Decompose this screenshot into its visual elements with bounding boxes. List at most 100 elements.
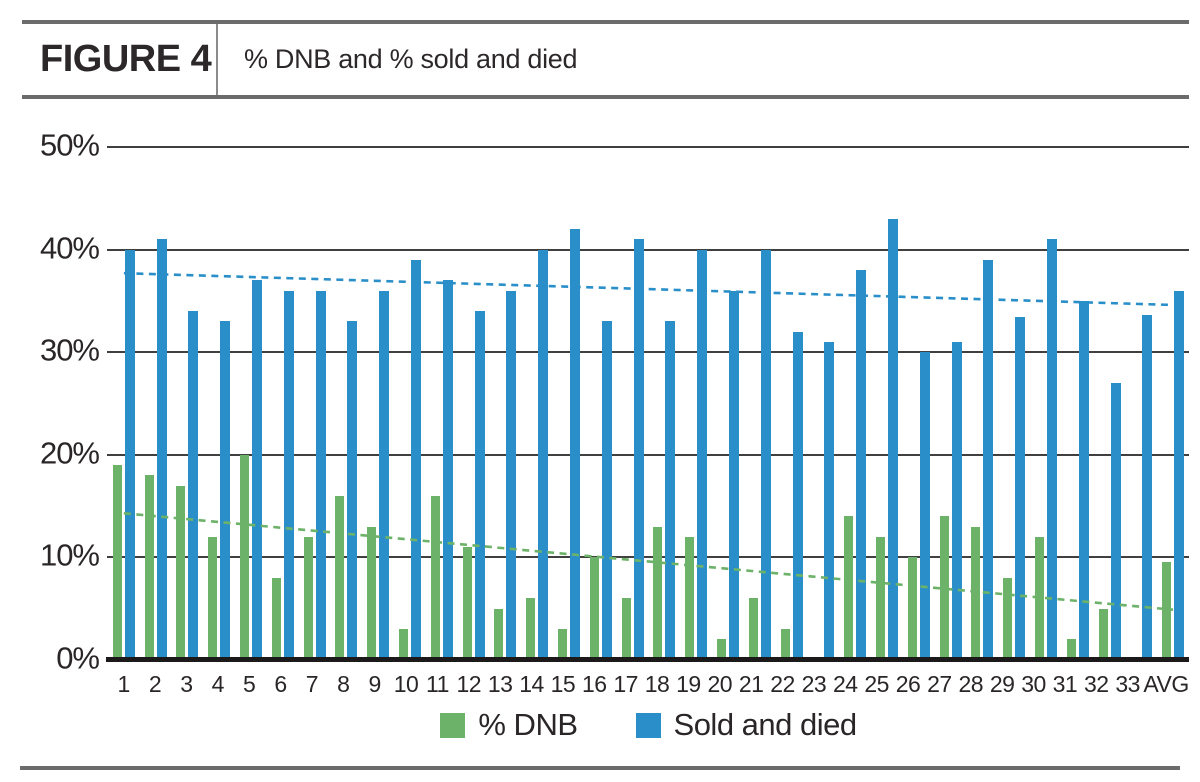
bar-dnb-13 (494, 608, 504, 660)
bar-dnb-8 (335, 495, 345, 660)
bar-sold-and-died-24 (856, 270, 867, 660)
x-tick-label-5: 5 (243, 671, 256, 697)
category-group-16 (585, 147, 617, 660)
x-tick-label-14: 14 (519, 671, 544, 697)
bar-dnb-12 (462, 547, 472, 660)
bar-sold-and-died-32 (1110, 382, 1121, 660)
category-group-9 (362, 147, 394, 660)
bar-sold-and-died-9 (379, 290, 390, 660)
category-group-AVG (1157, 147, 1189, 660)
legend-item-dnb: % DNB (440, 707, 578, 743)
bar-sold-and-died-20 (729, 290, 740, 660)
bar-dnb-31 (1066, 639, 1076, 660)
bar-dnb-18 (653, 526, 663, 660)
trendline-sold-and-died (123, 271, 1174, 307)
x-tick-label-4: 4 (211, 671, 225, 697)
bar-sold-and-died-10 (411, 259, 422, 660)
x-tick-label-1: 1 (117, 671, 131, 697)
bar-sold-and-died-18 (665, 321, 676, 660)
legend-label-dnb: % DNB (478, 707, 578, 742)
bar-sold-and-died-13 (506, 290, 517, 660)
bar-sold-and-died-6 (283, 290, 294, 660)
bar-sold-and-died-17 (633, 239, 644, 660)
x-tick-label-25: 25 (864, 671, 889, 697)
legend-item-sold-and-died: Sold and died (635, 707, 857, 743)
category-group-5 (235, 147, 267, 660)
category-group-12 (458, 147, 490, 660)
figure-header: FIGURE 4 % DNB and % sold and died (22, 20, 1189, 99)
bar-sold-and-died-AVG (1174, 290, 1185, 660)
category-group-26 (903, 147, 935, 660)
category-group-4 (203, 147, 235, 660)
x-tick-label-12: 12 (456, 671, 482, 697)
bar-sold-and-died-25 (888, 218, 899, 660)
bar-dnb-2 (144, 475, 154, 660)
bar-sold-and-died-1 (124, 249, 135, 660)
bar-sold-and-died-5 (252, 280, 263, 660)
bar-sold-and-died-31 (1078, 300, 1089, 660)
bar-dnb-7 (303, 536, 313, 660)
bar-dnb-AVG (1162, 561, 1172, 660)
category-group-14 (521, 147, 553, 660)
bar-dnb-32 (1098, 608, 1108, 660)
bar-sold-and-died-27 (951, 341, 962, 660)
category-group-13 (490, 147, 522, 660)
x-tick-label-26: 26 (895, 671, 921, 697)
category-group-6 (267, 147, 299, 660)
category-group-24 (839, 147, 871, 660)
bar-dnb-11 (430, 495, 440, 660)
category-group-18 (649, 147, 681, 660)
gridline-20 (107, 453, 1189, 456)
bar-dnb-3 (176, 485, 186, 660)
x-tick-label-30: 30 (1021, 671, 1046, 697)
trendline-dnb (123, 511, 1174, 612)
category-group-25 (871, 147, 903, 660)
bar-sold-and-died-3 (188, 311, 199, 660)
bar-dnb-17 (621, 598, 631, 660)
category-group-22 (776, 147, 808, 660)
bar-dnb-20 (717, 639, 727, 660)
category-group-20 (712, 147, 744, 660)
bar-dnb-1 (112, 465, 122, 660)
x-tick-label-7: 7 (305, 671, 319, 697)
gridline-30 (107, 351, 1189, 354)
bar-sold-and-died-33 (1142, 315, 1153, 660)
bar-dnb-5 (240, 454, 250, 660)
x-tick-label-33: 33 (1115, 671, 1140, 697)
bar-dnb-14 (526, 598, 536, 660)
bar-dnb-30 (1035, 536, 1044, 660)
bottom-rule (20, 766, 1180, 770)
y-tick-label: 50% (39, 127, 100, 163)
category-group-32 (1094, 147, 1126, 660)
bar-dnb-9 (367, 526, 377, 660)
category-group-21 (744, 147, 776, 660)
x-tick-label-20: 20 (707, 671, 733, 697)
bars-row (108, 147, 1189, 660)
y-tick-label: 30% (39, 332, 100, 368)
x-tick-label-15: 15 (550, 671, 576, 697)
bar-sold-and-died-19 (697, 249, 708, 660)
bar-dnb-10 (399, 629, 409, 660)
bar-sold-and-died-22 (792, 331, 803, 660)
bar-dnb-6 (271, 577, 281, 660)
bar-dnb-26 (907, 557, 917, 660)
bar-sold-and-died-2 (156, 239, 167, 660)
x-tick-label-6: 6 (274, 671, 287, 697)
x-tick-label-19: 19 (676, 671, 701, 697)
x-tick-label-13: 13 (487, 671, 513, 697)
plot-area: 1 2 3 4 5 6 7 8 9 10 11 12 13 14 15 16 17 18 19 20 21 22 23 24 2… (40, 128, 1189, 697)
bar-dnb-4 (208, 536, 218, 660)
bar-sold-and-died-14 (538, 249, 549, 660)
y-tick-label: 40% (39, 230, 100, 266)
x-tick-label-8: 8 (337, 671, 350, 697)
category-group-10 (394, 147, 426, 660)
bar-sold-and-died-16 (601, 321, 612, 660)
bar-dnb-19 (685, 536, 695, 660)
x-tick-label-11: 11 (425, 671, 449, 697)
y-tick-label: 0% (56, 640, 100, 676)
category-group-7 (299, 147, 331, 660)
bar-dnb-25 (876, 536, 886, 660)
x-tick-label-27: 27 (927, 671, 952, 697)
bar-sold-and-died-26 (919, 352, 930, 660)
bar-dnb-22 (780, 629, 790, 660)
